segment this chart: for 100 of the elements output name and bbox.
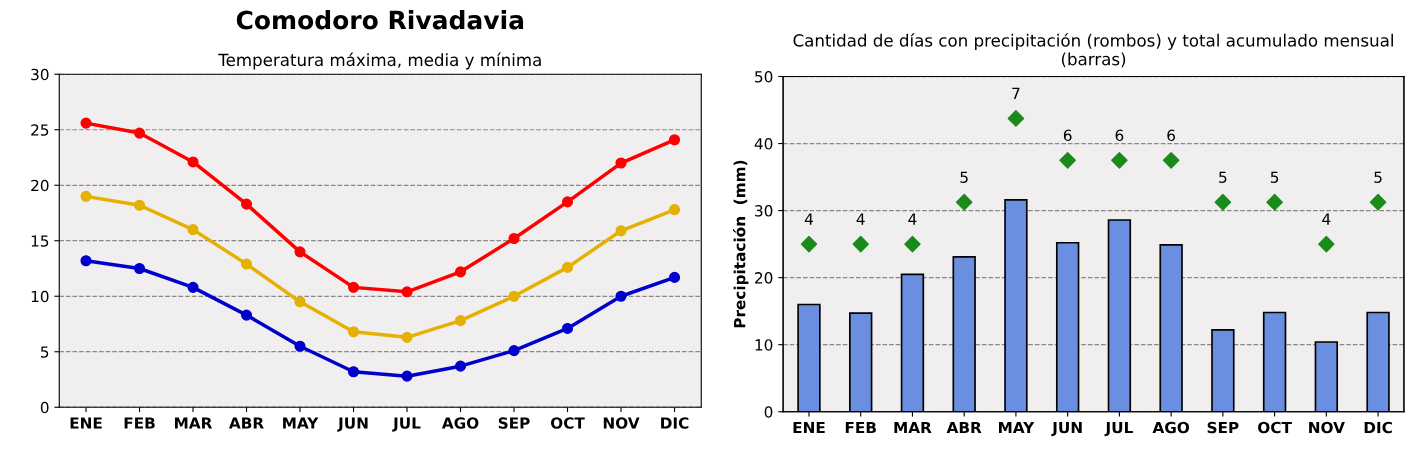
point [347, 366, 360, 378]
point [508, 232, 520, 245]
point [187, 224, 199, 236]
point [561, 196, 574, 208]
point [401, 370, 413, 382]
data-label: 7 [1012, 87, 1020, 99]
y-tick-label: 30 [755, 205, 773, 217]
point [508, 290, 520, 302]
data-label: 5 [1270, 171, 1279, 183]
point [1266, 193, 1283, 211]
data-label: 6 [1063, 129, 1072, 142]
point [187, 281, 199, 293]
x-tick-label: DIC [661, 417, 689, 429]
point [80, 255, 92, 267]
point [1059, 152, 1076, 169]
point [1214, 193, 1232, 211]
point [240, 309, 253, 321]
x-tick-label: DIC [1364, 421, 1392, 434]
y-axis-title: Precipitación (mm) [732, 160, 749, 328]
data-label: 4 [804, 213, 813, 225]
point [668, 271, 681, 283]
x-tick-label: SEP [498, 417, 530, 429]
chart-subtitle: Temperatura máxima, media y mínima [218, 52, 541, 70]
point [1369, 193, 1387, 211]
x-tick-label: MAY [999, 421, 1035, 434]
x-tick-label: AGO [1152, 421, 1190, 434]
y-tick-label: 5 [41, 346, 49, 358]
point [615, 225, 627, 237]
y-tick-label: 30 [31, 68, 49, 81]
x-tick-label: ABR [946, 421, 982, 434]
point [133, 127, 146, 139]
point [561, 261, 574, 273]
point [1007, 110, 1025, 127]
point [955, 193, 973, 211]
x-tick-label: MAR [894, 421, 932, 434]
data-label: 4 [1322, 213, 1331, 225]
x-tick-label: MAR [175, 417, 213, 429]
point [187, 156, 199, 168]
y-tick-label: 20 [31, 179, 49, 192]
data-label: 4 [908, 213, 917, 225]
data-label: 6 [1115, 129, 1124, 142]
point [401, 331, 413, 343]
point [904, 235, 921, 253]
point [1318, 235, 1335, 253]
x-tick-label: JUL [392, 417, 421, 432]
x-tick-label: ENE [70, 417, 102, 429]
data-label: 5 [1374, 171, 1382, 183]
x-tick-label: ENE [793, 421, 825, 434]
point [800, 235, 818, 253]
point [294, 246, 306, 258]
chart-title: Comodoro Rivadavia [236, 10, 524, 30]
point [668, 204, 681, 216]
y-tick-label: 20 [755, 272, 773, 284]
point [561, 322, 574, 334]
point [240, 258, 253, 270]
point [133, 262, 146, 275]
point [668, 134, 681, 146]
point [454, 266, 467, 278]
x-tick-label: NOV [1309, 421, 1345, 434]
x-tick-label: JUL [1104, 421, 1133, 437]
y-tick-label: 25 [31, 124, 49, 136]
point [294, 296, 306, 308]
point [454, 315, 467, 327]
y-tick-label: 10 [755, 339, 773, 351]
y-tick-label: 40 [754, 138, 773, 150]
point [615, 157, 627, 169]
chart-title: Cantidad de días con precipitación (rombos) y total acumulado mensual (barras) [793, 33, 1393, 68]
y-tick-label: 50 [755, 70, 773, 83]
point [294, 340, 306, 352]
x-tick-label: OCT [550, 417, 585, 429]
y-tick-label: 0 [764, 406, 773, 418]
point [80, 190, 92, 202]
data-label: 4 [856, 213, 865, 225]
x-tick-label: AGO [441, 417, 479, 429]
x-tick-label: SEP [1207, 421, 1239, 434]
point [133, 199, 146, 211]
x-tick-label: JUN [337, 417, 368, 432]
x-tick-label: NOV [603, 417, 640, 429]
x-tick-label: ABR [228, 417, 264, 429]
x-tick-label: JUN [1051, 421, 1082, 437]
point [454, 360, 467, 372]
y-tick-label: 15 [31, 235, 49, 247]
point [508, 345, 520, 357]
point [852, 235, 870, 253]
point [347, 326, 360, 338]
data-label: 5 [960, 171, 968, 183]
x-tick-label: OCT [1258, 421, 1292, 434]
point [615, 290, 627, 302]
y-tick-label: 0 [40, 401, 49, 414]
x-tick-label: FEB [845, 421, 876, 434]
point [347, 281, 360, 293]
data-label: 5 [1219, 171, 1227, 183]
point [80, 117, 92, 129]
point [1162, 152, 1180, 169]
y-tick-label: 10 [31, 290, 49, 303]
point [240, 198, 253, 210]
x-tick-label: MAY [283, 417, 319, 429]
point [401, 286, 413, 298]
data-label: 6 [1167, 129, 1176, 142]
point [1111, 152, 1128, 169]
